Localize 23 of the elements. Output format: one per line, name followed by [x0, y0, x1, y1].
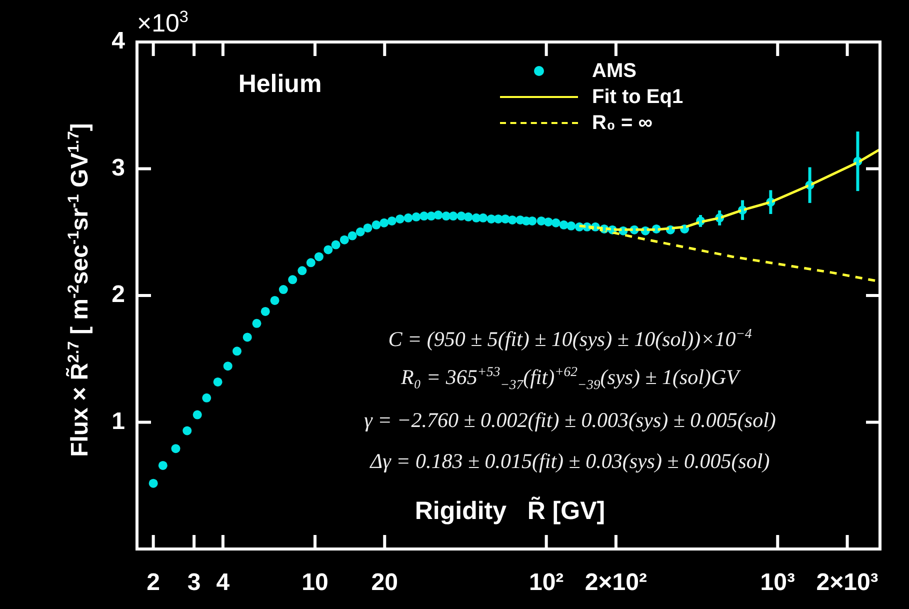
y-tick-label: 3 — [112, 154, 125, 182]
legend-label: R₀ = ∞ — [592, 112, 653, 134]
x-tick-label: 20 — [371, 569, 398, 596]
x-tick-label: 10³ — [760, 569, 795, 596]
x-tick-label: 2×10² — [584, 569, 647, 596]
annotation: Δγ = 0.183 ± 0.015(fit) ± 0.03(sys) ± 0.005(sol) — [370, 449, 770, 474]
annotation: Helium — [238, 70, 322, 99]
x-tick-label: 10 — [302, 569, 328, 596]
x-tick-label: 4 — [216, 569, 230, 596]
y-tick-label: 1 — [112, 408, 125, 435]
y-tick-label: 2 — [112, 281, 125, 308]
x-axis-title: Rigidity R̃ [GV] — [414, 497, 606, 526]
legend-label: Fit to Eq1 — [592, 86, 684, 108]
legend-label: AMS — [592, 60, 636, 82]
x-tick-label: 2×10³ — [816, 569, 878, 596]
annotation: γ = −2.760 ± 0.002(fit) ± 0.003(sys) ± 0.005(sol) — [364, 408, 776, 433]
x-tick-label: 3 — [187, 569, 201, 596]
annotation: C = (950 ± 5(fit) ± 10(sys) ± 10(sol))×10$^{−4}$ — [388, 326, 752, 352]
text: ×10$^{3}$ — [137, 8, 188, 38]
y-tick-label: 4 — [112, 28, 126, 55]
x-tick-label: 2 — [146, 569, 160, 596]
x-tick-label: 10² — [528, 569, 564, 596]
annotation: R₀ = 365$^{+53}$$_{−37}$(fit)$^{+62}$$_{−39}$(sys) ± 1(sol)GV — [401, 364, 739, 394]
